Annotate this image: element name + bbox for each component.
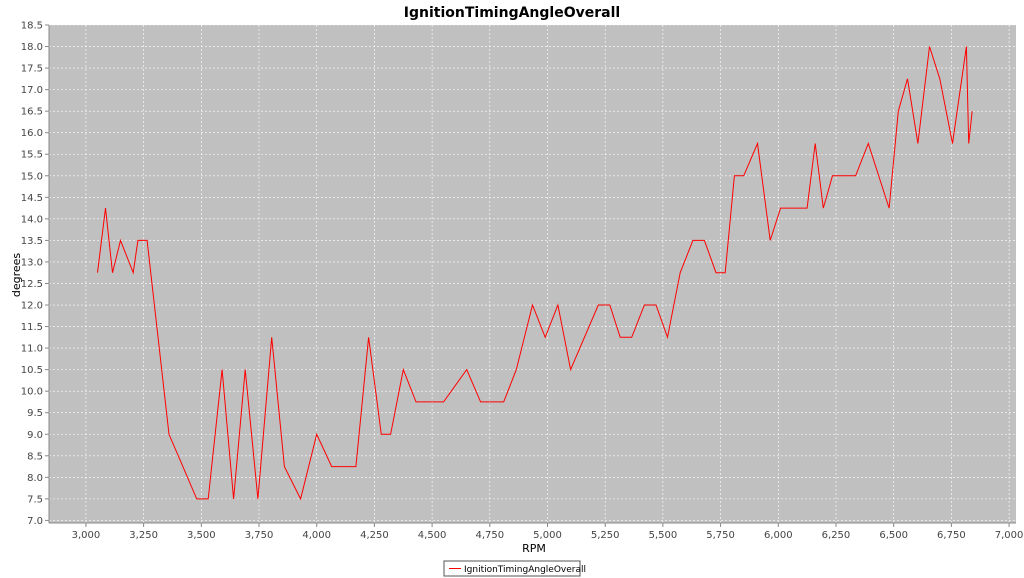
x-tick-label: 5,500 (649, 530, 678, 541)
y-tick-label: 17.5 (21, 64, 43, 75)
legend: IgnitionTimingAngleOverall (443, 560, 586, 577)
x-tick-label: 6,500 (879, 530, 908, 541)
y-tick-label: 18.0 (21, 42, 43, 53)
x-axis-label: RPM (522, 542, 546, 555)
y-axis-label: degrees (10, 253, 23, 298)
y-tick-label: 12.0 (21, 301, 43, 312)
y-tick-label: 10.5 (21, 365, 43, 376)
x-tick-label: 6,750 (937, 530, 966, 541)
x-tick-label: 3,500 (187, 530, 216, 541)
y-tick-label: 13.5 (21, 236, 43, 247)
x-tick-label: 5,250 (591, 530, 620, 541)
y-tick-label: 9.5 (27, 408, 43, 419)
plot-area (49, 25, 1016, 523)
x-tick-label: 4,250 (360, 530, 389, 541)
y-tick-label: 11.5 (21, 322, 43, 333)
x-tick-label: 3,000 (72, 530, 101, 541)
y-tick-label: 15.5 (21, 150, 43, 161)
y-tick-label: 18.5 (21, 21, 43, 32)
x-tick-label: 3,250 (129, 530, 158, 541)
y-tick-label: 7.0 (27, 516, 43, 527)
y-tick-label: 8.0 (27, 473, 43, 484)
series-line (97, 46, 973, 501)
grid-lines (49, 24, 1016, 523)
y-tick-label: 9.0 (27, 430, 43, 441)
chart-title: IgnitionTimingAngleOverall (404, 5, 620, 21)
y-tick-label: 12.5 (21, 279, 43, 290)
x-tick-label: 6,250 (822, 530, 851, 541)
y-tick-label: 16.0 (21, 128, 43, 139)
y-tick-label: 14.0 (21, 214, 43, 225)
series-layer (97, 46, 973, 501)
x-tick-label: 6,000 (764, 530, 793, 541)
x-axis: 3,000 3,250 3,500 3,750 4,000 4,250 4,500 4,750… (49, 522, 1024, 541)
x-tick-label: 5,750 (706, 530, 735, 541)
y-tick-label: 8.5 (27, 451, 43, 462)
x-tick-label: 4,750 (475, 530, 504, 541)
x-tick-label: 4,000 (302, 530, 331, 541)
x-tick-label: 4,500 (418, 530, 447, 541)
legend-box (443, 560, 581, 577)
x-tick-label: 5,000 (533, 530, 562, 541)
y-tick-label: 10.0 (21, 387, 43, 398)
y-tick-label: 11.0 (21, 344, 43, 355)
y-tick-label: 16.5 (21, 107, 43, 118)
y-tick-label: 13.0 (21, 257, 43, 268)
plot-background (49, 25, 1016, 523)
x-tick-label: 3,750 (245, 530, 274, 541)
x-tick-label: 7,000 (995, 530, 1024, 541)
legend-label: IgnitionTimingAngleOverall (464, 565, 586, 575)
y-tick-label: 14.5 (21, 193, 43, 204)
y-tick-label: 17.0 (21, 85, 43, 96)
y-tick-label: 15.0 (21, 171, 43, 182)
y-tick-label: 7.5 (27, 494, 43, 505)
y-axis: 7.0 7.5 8.0 8.5 9.0 9.5 10.0 10.5 11.0 11.5 12.0 12… (21, 21, 50, 527)
